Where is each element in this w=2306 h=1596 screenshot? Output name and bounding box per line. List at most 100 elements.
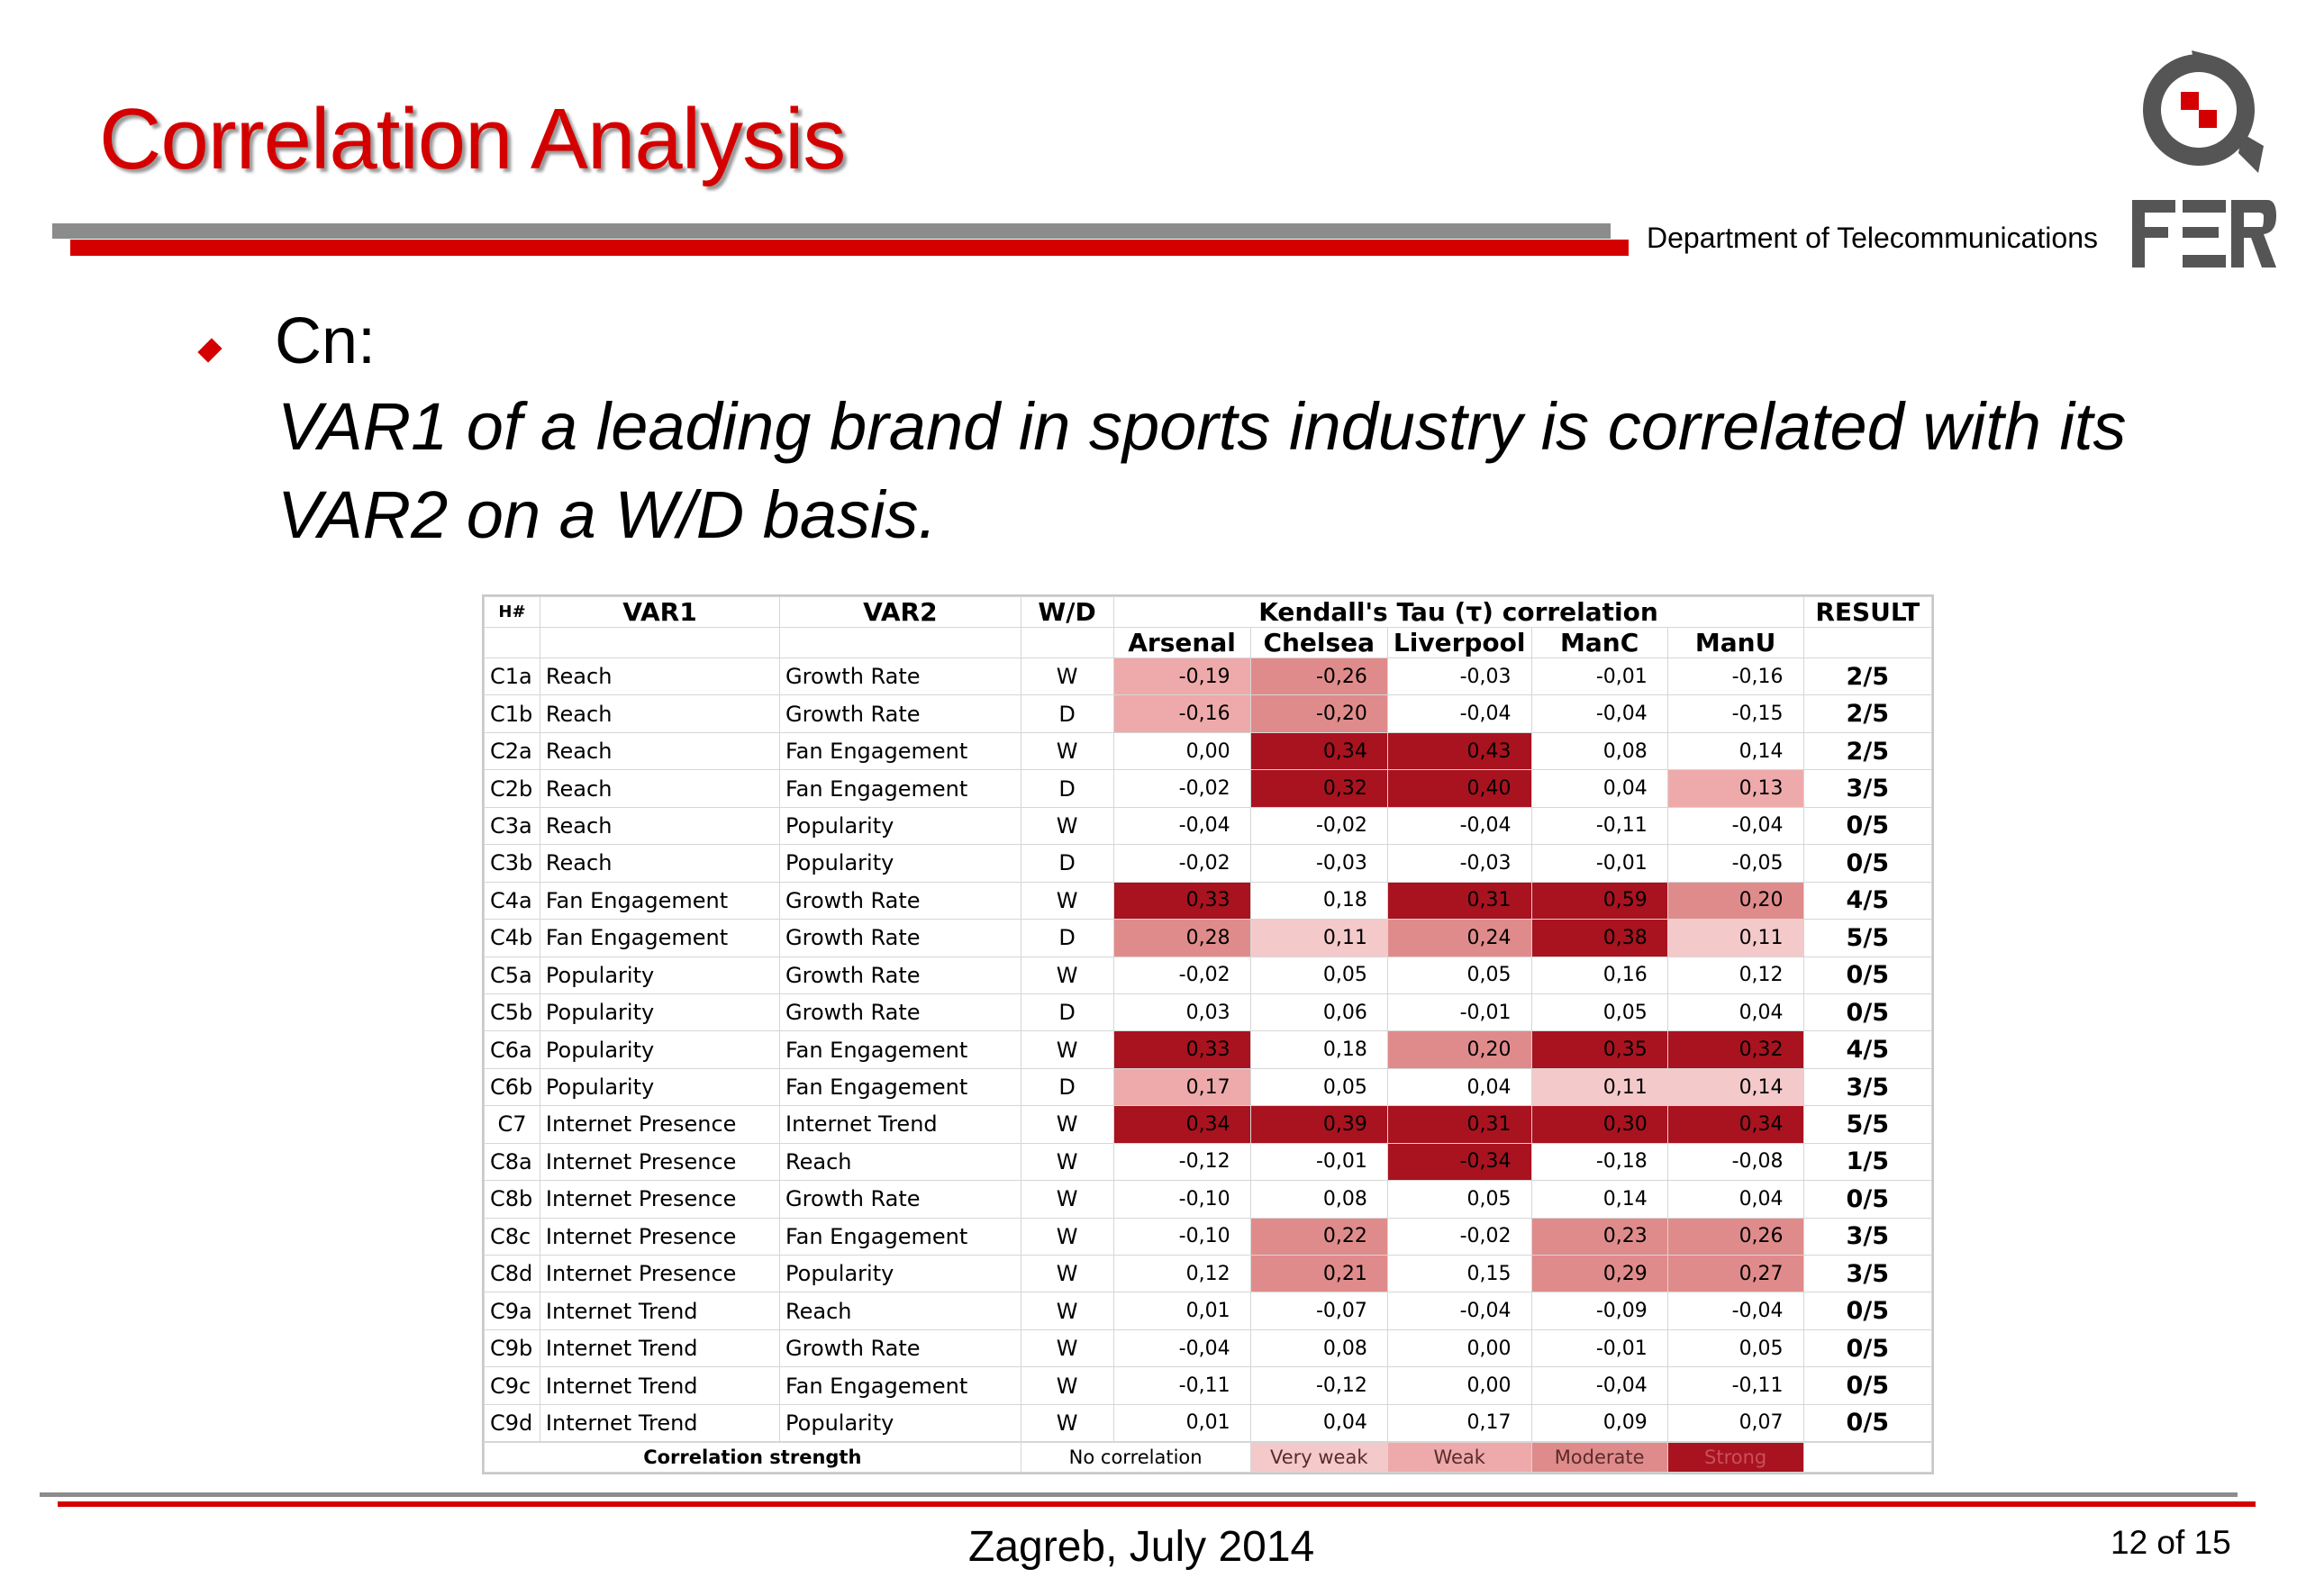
- var2-cell: Reach: [779, 1292, 1021, 1330]
- table-row: C6b Popularity Fan Engagement D 0,17 0,05 0,04…: [484, 1067, 1933, 1107]
- correlation-value: -0,01: [1249, 1142, 1388, 1182]
- legend-row: Correlation strength No correlation Very w…: [484, 1442, 1933, 1473]
- correlation-value: -0,11: [1112, 1366, 1251, 1405]
- correlation-value: -0,04: [1386, 694, 1532, 733]
- legend-very-weak: Very weak: [1249, 1442, 1388, 1473]
- correlation-value: 0,05: [1386, 1180, 1532, 1219]
- correlation-value: 0,00: [1386, 1328, 1532, 1368]
- var1-cell: Reach: [539, 694, 781, 733]
- correlation-value: -0,19: [1112, 657, 1251, 696]
- table-row: C4b Fan Engagement Growth Rate D 0,28 0,11 0,2…: [484, 919, 1933, 957]
- correlation-value: 0,11: [1249, 919, 1388, 957]
- table-row: C9a Internet Trend Reach W 0,01 -0,07 -0,04 -0,…: [484, 1292, 1933, 1330]
- correlation-value: -0,10: [1112, 1217, 1251, 1256]
- correlation-value: 0,14: [1666, 1067, 1804, 1107]
- table-row: C1a Reach Growth Rate W -0,19 -0,26 -0,03 -0,01…: [484, 657, 1933, 696]
- subheader-blank: [539, 627, 781, 658]
- wd-cell: W: [1020, 1142, 1114, 1182]
- hypothesis-id: C8d: [484, 1254, 540, 1293]
- hypothesis-id: C6b: [484, 1067, 540, 1107]
- wd-cell: W: [1020, 956, 1114, 994]
- correlation-value: -0,09: [1530, 1292, 1668, 1330]
- var1-cell: Fan Engagement: [539, 881, 781, 920]
- result-cell: 0/5: [1802, 993, 1933, 1032]
- var1-cell: Internet Trend: [539, 1366, 781, 1405]
- correlation-value: -0,18: [1530, 1142, 1668, 1182]
- legend-strong: Strong: [1666, 1442, 1804, 1473]
- var1-cell: Internet Trend: [539, 1328, 781, 1368]
- var2-cell: Fan Engagement: [779, 731, 1021, 771]
- hypothesis-id: C8c: [484, 1217, 540, 1256]
- correlation-value: -0,12: [1112, 1142, 1251, 1182]
- wd-cell: D: [1020, 919, 1114, 957]
- correlation-value: 0,20: [1666, 881, 1804, 920]
- correlation-value: 0,59: [1530, 881, 1668, 920]
- var2-cell: Fan Engagement: [779, 1366, 1021, 1405]
- result-cell: 0/5: [1802, 844, 1933, 883]
- correlation-value: -0,07: [1249, 1292, 1388, 1330]
- header-var1: VAR1: [539, 596, 781, 628]
- correlation-value: 0,05: [1666, 1328, 1804, 1368]
- var2-cell: Fan Engagement: [779, 1030, 1021, 1069]
- correlation-value: -0,01: [1530, 657, 1668, 696]
- footer-text: Zagreb, July 2014: [968, 1523, 1315, 1571]
- correlation-value: 0,05: [1249, 1067, 1388, 1107]
- subheader-row: Arsenal Chelsea Liverpool ManC ManU: [484, 627, 1933, 658]
- correlation-value: 0,04: [1666, 1180, 1804, 1219]
- correlation-value: -0,03: [1386, 844, 1532, 883]
- correlation-value: 0,05: [1386, 956, 1532, 994]
- result-cell: 3/5: [1802, 1217, 1933, 1256]
- correlation-value: -0,02: [1112, 844, 1251, 883]
- var1-cell: Reach: [539, 731, 781, 771]
- hypothesis-id: C2a: [484, 731, 540, 771]
- result-cell: 2/5: [1802, 731, 1933, 771]
- correlation-value: 0,35: [1530, 1030, 1668, 1069]
- hypothesis-id: C2b: [484, 769, 540, 808]
- correlation-value: 0,34: [1112, 1105, 1251, 1144]
- var1-cell: Internet Presence: [539, 1180, 781, 1219]
- wd-cell: D: [1020, 993, 1114, 1032]
- club-liverpool: Liverpool: [1386, 627, 1532, 658]
- subheader-blank: [779, 627, 1021, 658]
- correlation-value: 0,14: [1530, 1180, 1668, 1219]
- correlation-value: 0,05: [1530, 993, 1668, 1032]
- result-cell: 4/5: [1802, 1030, 1933, 1069]
- correlation-value: 0,18: [1249, 881, 1388, 920]
- var1-cell: Internet Presence: [539, 1142, 781, 1182]
- correlation-value: 0,39: [1249, 1105, 1388, 1144]
- club-manc: ManC: [1530, 627, 1668, 658]
- var1-cell: Popularity: [539, 956, 781, 994]
- var2-cell: Internet Trend: [779, 1105, 1021, 1144]
- var2-cell: Growth Rate: [779, 919, 1021, 957]
- table-row: C8c Internet Presence Fan Engagement W -0,10…: [484, 1217, 1933, 1256]
- result-cell: 0/5: [1802, 1180, 1933, 1219]
- var1-cell: Reach: [539, 844, 781, 883]
- correlation-value: 0,11: [1666, 919, 1804, 957]
- table-row: C5b Popularity Growth Rate D 0,03 0,06 -0,01 0,…: [484, 993, 1933, 1032]
- wd-cell: D: [1020, 1067, 1114, 1107]
- fer-wordmark-logo: [2132, 200, 2276, 268]
- spacer-cell: [1530, 1441, 1668, 1444]
- correlation-value: -0,04: [1112, 806, 1251, 846]
- hypothesis-id: C1a: [484, 657, 540, 696]
- result-cell: 0/5: [1802, 1403, 1933, 1443]
- header-row: H# VAR1 VAR2 W/D Kendall's Tau (τ) corre…: [484, 596, 1933, 628]
- hypothesis-id: C9b: [484, 1328, 540, 1368]
- var2-cell: Growth Rate: [779, 881, 1021, 920]
- correlation-value: -0,08: [1666, 1142, 1804, 1182]
- var1-cell: Popularity: [539, 993, 781, 1032]
- table-row: C8d Internet Presence Popularity W 0,12 0,21 0…: [484, 1254, 1933, 1293]
- correlation-value: -0,34: [1386, 1142, 1532, 1182]
- correlation-value: -0,04: [1666, 806, 1804, 846]
- correlation-value: 0,15: [1386, 1254, 1532, 1293]
- result-cell: 2/5: [1802, 694, 1933, 733]
- correlation-value: 0,32: [1666, 1030, 1804, 1069]
- bullet-label: Cn:: [275, 305, 377, 377]
- department-label: Department of Telecommunications: [1647, 222, 2098, 254]
- result-cell: 4/5: [1802, 881, 1933, 920]
- legend-blank: [1802, 1442, 1933, 1473]
- correlation-table-frame: H# VAR1 VAR2 W/D Kendall's Tau (τ) corre…: [482, 594, 1934, 1474]
- correlation-value: -0,11: [1530, 806, 1668, 846]
- correlation-value: 0,04: [1530, 769, 1668, 808]
- table-row: C6a Popularity Fan Engagement W 0,33 0,18 0,20…: [484, 1030, 1933, 1069]
